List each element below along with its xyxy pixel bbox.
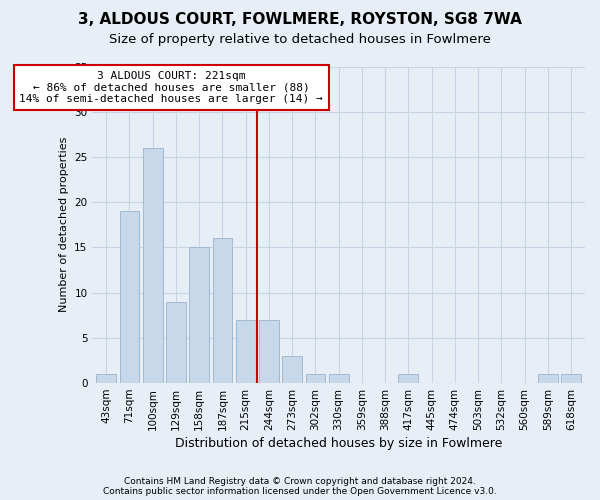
- Text: 3 ALDOUS COURT: 221sqm
← 86% of detached houses are smaller (88)
14% of semi-det: 3 ALDOUS COURT: 221sqm ← 86% of detached…: [19, 71, 323, 104]
- Bar: [166, 302, 186, 383]
- Text: Contains HM Land Registry data © Crown copyright and database right 2024.: Contains HM Land Registry data © Crown c…: [124, 478, 476, 486]
- Text: Contains public sector information licensed under the Open Government Licence v3: Contains public sector information licen…: [103, 487, 497, 496]
- Text: Size of property relative to detached houses in Fowlmere: Size of property relative to detached ho…: [109, 32, 491, 46]
- Bar: [143, 148, 163, 383]
- Bar: [236, 320, 256, 383]
- Bar: [190, 248, 209, 383]
- Bar: [538, 374, 557, 383]
- X-axis label: Distribution of detached houses by size in Fowlmere: Distribution of detached houses by size …: [175, 437, 502, 450]
- Bar: [305, 374, 325, 383]
- Bar: [212, 238, 232, 383]
- Bar: [329, 374, 349, 383]
- Text: 3, ALDOUS COURT, FOWLMERE, ROYSTON, SG8 7WA: 3, ALDOUS COURT, FOWLMERE, ROYSTON, SG8 …: [78, 12, 522, 28]
- Bar: [97, 374, 116, 383]
- Bar: [259, 320, 279, 383]
- Bar: [119, 211, 139, 383]
- Bar: [282, 356, 302, 383]
- Bar: [398, 374, 418, 383]
- Bar: [561, 374, 581, 383]
- Y-axis label: Number of detached properties: Number of detached properties: [59, 137, 68, 312]
